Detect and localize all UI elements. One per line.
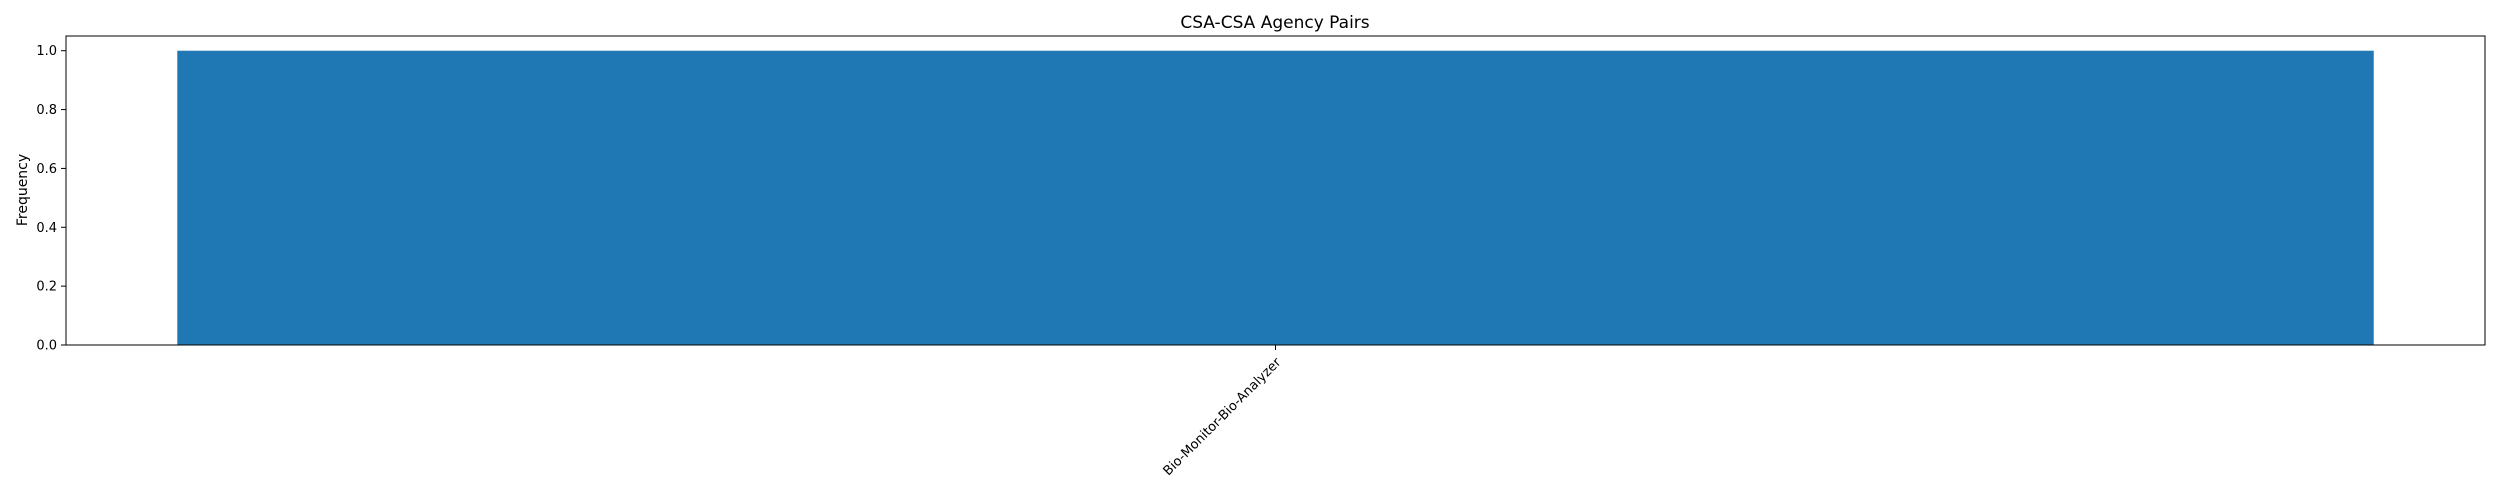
y-tick-label-0: 0.0 [36, 339, 57, 354]
plot-area: Bio-Monitor-Bio-Analyzer 0.0 0.2 0.4 0.6 0.8 1… [36, 35, 2486, 479]
x-tick-label-0: Bio-Monitor-Bio-Analyzer [1161, 355, 1285, 479]
axes-frame [65, 35, 2486, 346]
y-axis-label: Frequency [15, 154, 31, 226]
chart-title: CSA-CSA Agency Pairs [1180, 13, 1369, 33]
y-tick-label-1: 0.2 [36, 280, 57, 295]
y-tick-label-4: 0.8 [36, 103, 57, 118]
y-tick-label-5: 1.0 [36, 44, 57, 59]
y-tick-label-3: 0.6 [36, 162, 57, 177]
y-tick-label-2: 0.4 [36, 221, 57, 236]
bar-0 [177, 50, 2374, 345]
